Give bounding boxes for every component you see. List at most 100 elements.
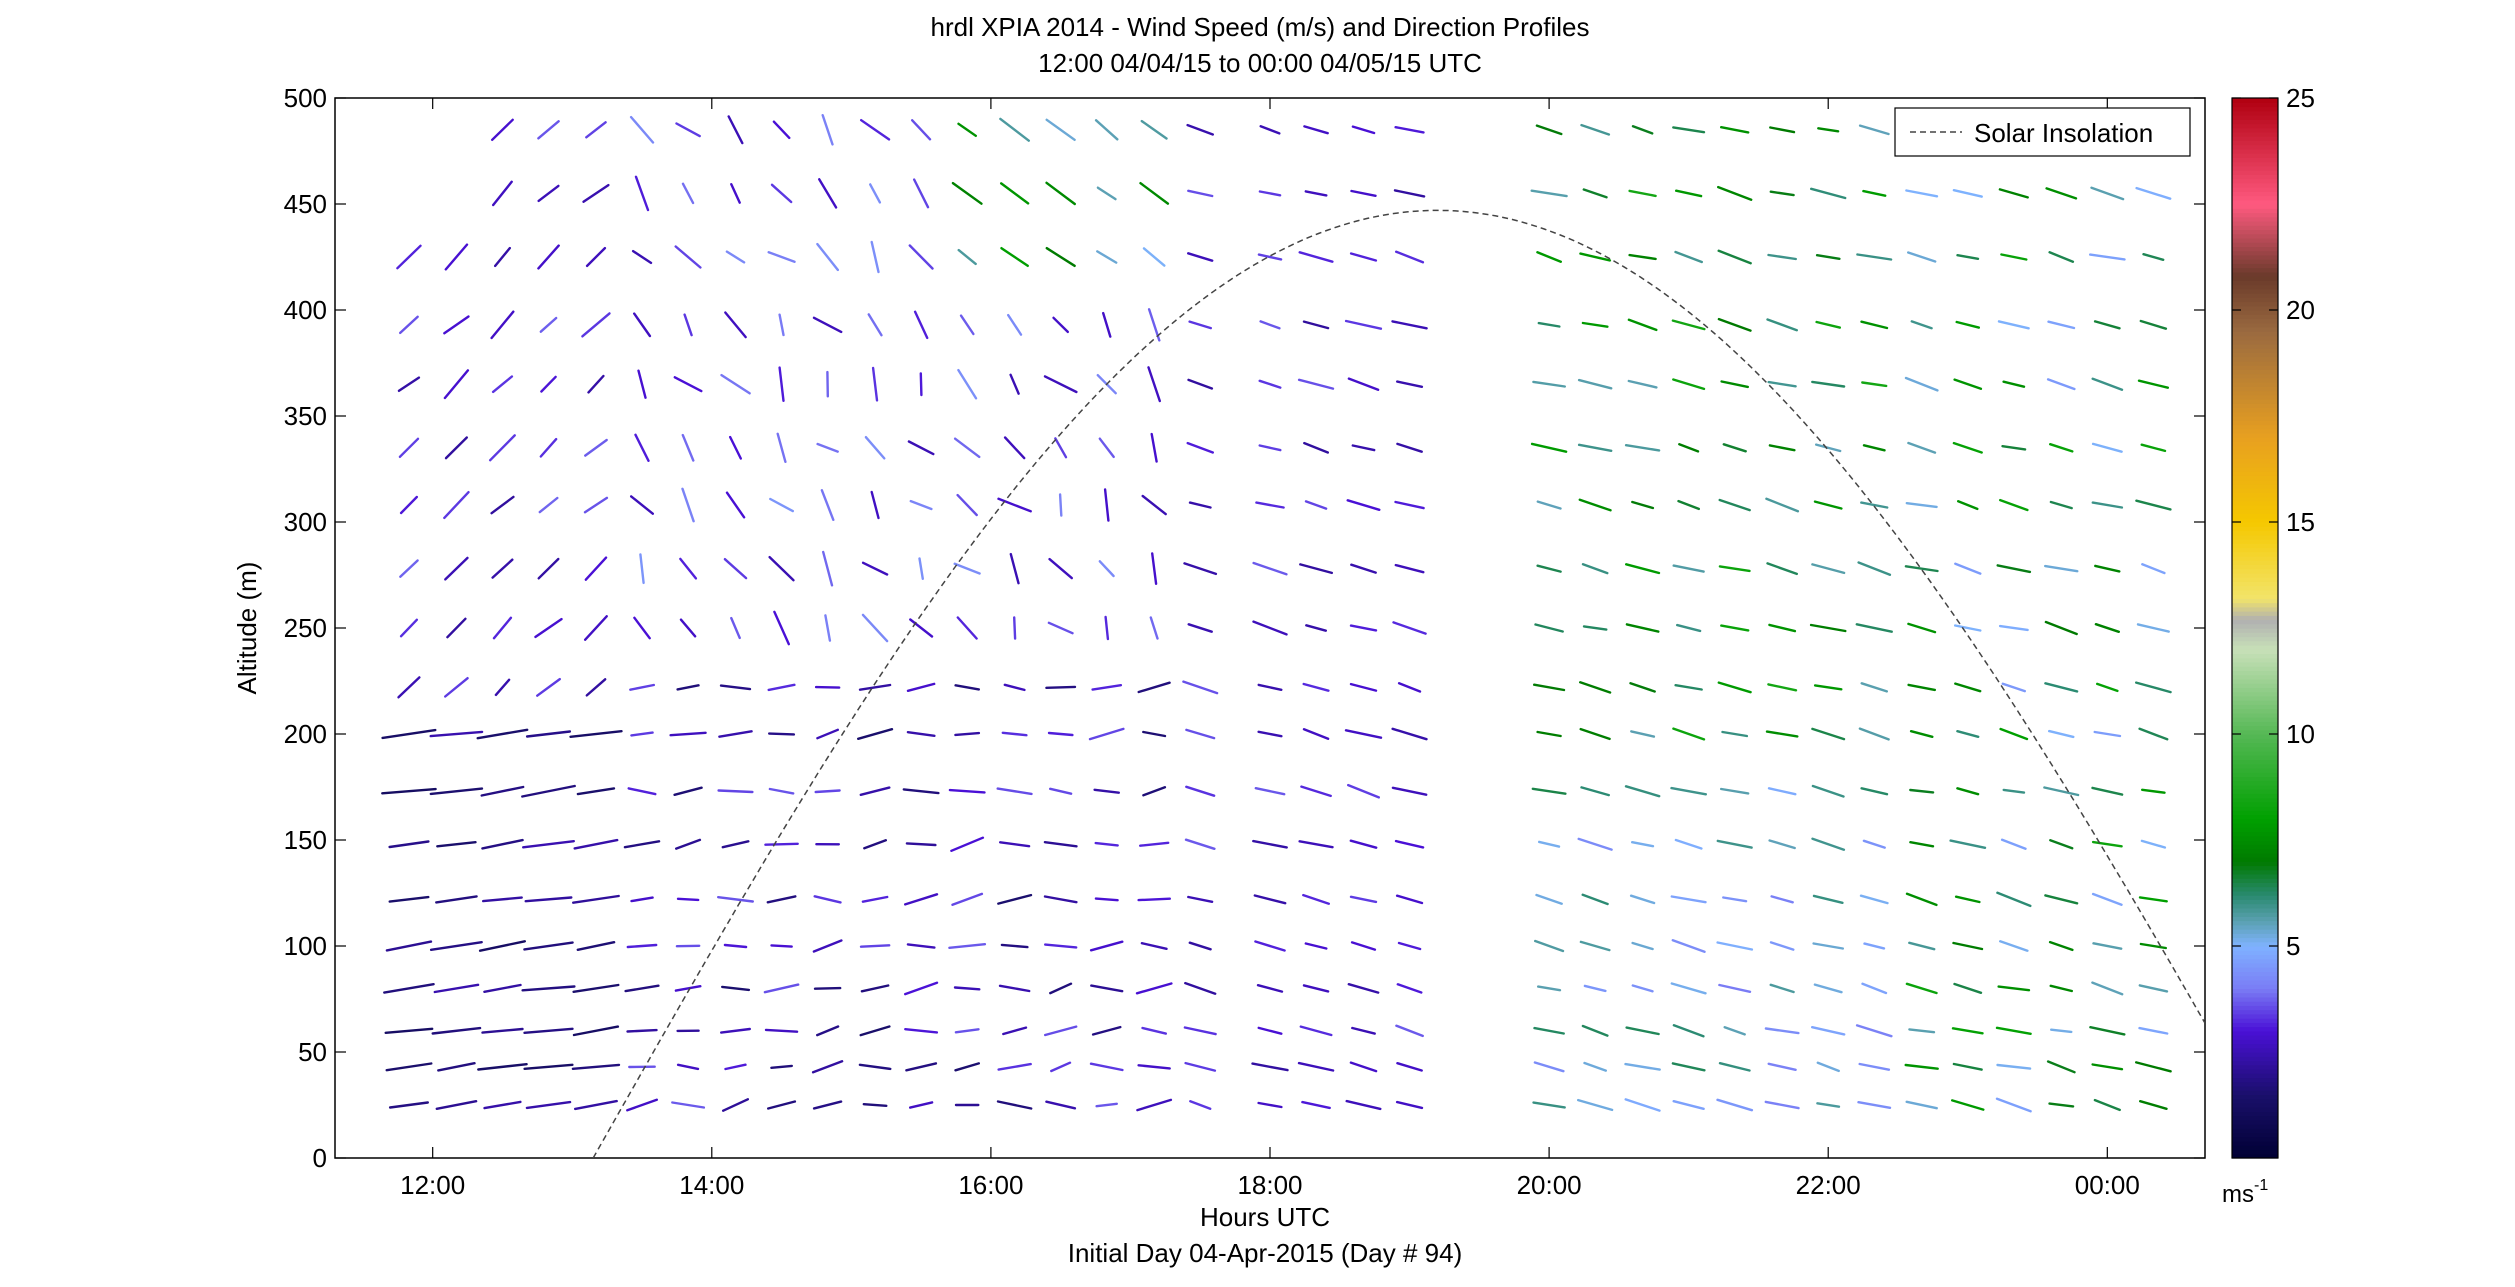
colorbar-band [2232,1069,2278,1074]
colorbar-band [2232,458,2278,463]
colorbar-band [2232,255,2278,260]
colorbar-band [2232,128,2278,133]
colorbar-band [2232,454,2278,459]
colorbar-band [2232,145,2278,150]
colorbar-band [2232,836,2278,841]
colorbar-band [2232,823,2278,828]
colorbar-band [2232,1031,2278,1036]
colorbar-band [2232,861,2278,866]
colorbar-band [2232,1103,2278,1108]
colorbar-band [2232,781,2278,786]
colorbar-band [2232,891,2278,896]
colorbar-band [2232,374,2278,379]
colorbar-band [2232,208,2278,213]
colorbar-band [2232,658,2278,663]
colorbar-band [2232,535,2278,540]
colorbar-band [2232,1116,2278,1121]
colorbar-band [2232,611,2278,616]
colorbar-band [2232,687,2278,692]
colorbar-band [2232,123,2278,128]
colorbar-band [2232,1124,2278,1129]
colorbar-band [2232,1141,2278,1146]
wind-barb [1046,687,1075,688]
colorbar-band [2232,632,2278,637]
colorbar-band [2232,429,2278,434]
colorbar-band [2232,666,2278,671]
wind-barb [719,791,753,793]
colorbar-band [2232,369,2278,374]
colorbar-band [2232,755,2278,760]
wind-barb [678,899,698,900]
colorbar-band [2232,1094,2278,1099]
colorbar-band [2232,1137,2278,1142]
colorbar-band [2232,751,2278,756]
legend-label-solar: Solar Insolation [1974,118,2153,148]
colorbar-band [2232,895,2278,900]
x-axis-label-secondary: Initial Day 04-Apr-2015 (Day # 94) [1068,1238,1463,1268]
colorbar-band [2232,1090,2278,1095]
colorbar-band [2232,391,2278,396]
colorbar-band [2232,615,2278,620]
y-tick-label: 300 [284,507,327,537]
colorbar-band [2232,624,2278,629]
colorbar-band [2232,734,2278,739]
colorbar-band [2232,1120,2278,1125]
colorbar-band [2232,560,2278,565]
colorbar-band [2232,929,2278,934]
colorbar-band [2232,196,2278,201]
colorbar-band [2232,552,2278,557]
colorbar-band [2232,212,2278,217]
colorbar-band [2232,1077,2278,1082]
colorbar-band [2232,908,2278,913]
wind-barb [861,945,889,946]
colorbar-band [2232,586,2278,591]
colorbar-band [2232,280,2278,285]
colorbar-band [2232,530,2278,535]
colorbar-unit: ms-1 [2222,1177,2268,1208]
colorbar-tick-label: 20 [2286,295,2315,325]
chart-title: hrdl XPIA 2014 - Wind Speed (m/s) and Di… [931,12,1590,42]
wind-barb [816,791,840,793]
colorbar-band [2232,318,2278,323]
colorbar-band [2232,327,2278,332]
colorbar-band [2232,636,2278,641]
colorbar-band [2232,522,2278,527]
colorbar-band [2232,976,2278,981]
colorbar-unit-exponent: -1 [2254,1177,2268,1194]
colorbar-band [2232,412,2278,417]
colorbar-band [2232,938,2278,943]
colorbar-band [2232,963,2278,968]
colorbar-band [2232,573,2278,578]
colorbar-band [2232,899,2278,904]
colorbar-band [2232,747,2278,752]
colorbar-band [2232,480,2278,485]
colorbar-band [2232,827,2278,832]
colorbar-band [2232,509,2278,514]
colorbar-tick-label: 25 [2286,83,2315,113]
colorbar-band [2232,174,2278,179]
colorbar-band [2232,1052,2278,1057]
colorbar-band [2232,484,2278,489]
colorbar-band [2232,132,2278,137]
colorbar-band [2232,149,2278,154]
colorbar-band [2232,1073,2278,1078]
colorbar-band [2232,365,2278,370]
colorbar-band [2232,183,2278,188]
colorbar-band [2232,768,2278,773]
colorbar-band [2232,497,2278,502]
colorbar-band [2232,921,2278,926]
colorbar-band [2232,607,2278,612]
colorbar-band [2232,785,2278,790]
colorbar-band [2232,1014,2278,1019]
colorbar-band [2232,352,2278,357]
colorbar-band [2232,1082,2278,1087]
wind-barb [921,373,922,395]
colorbar-band [2232,191,2278,196]
colorbar-band [2232,98,2278,103]
colorbar-band [2232,819,2278,824]
y-tick-label: 450 [284,189,327,219]
colorbar-band [2232,793,2278,798]
colorbar-band [2232,420,2278,425]
